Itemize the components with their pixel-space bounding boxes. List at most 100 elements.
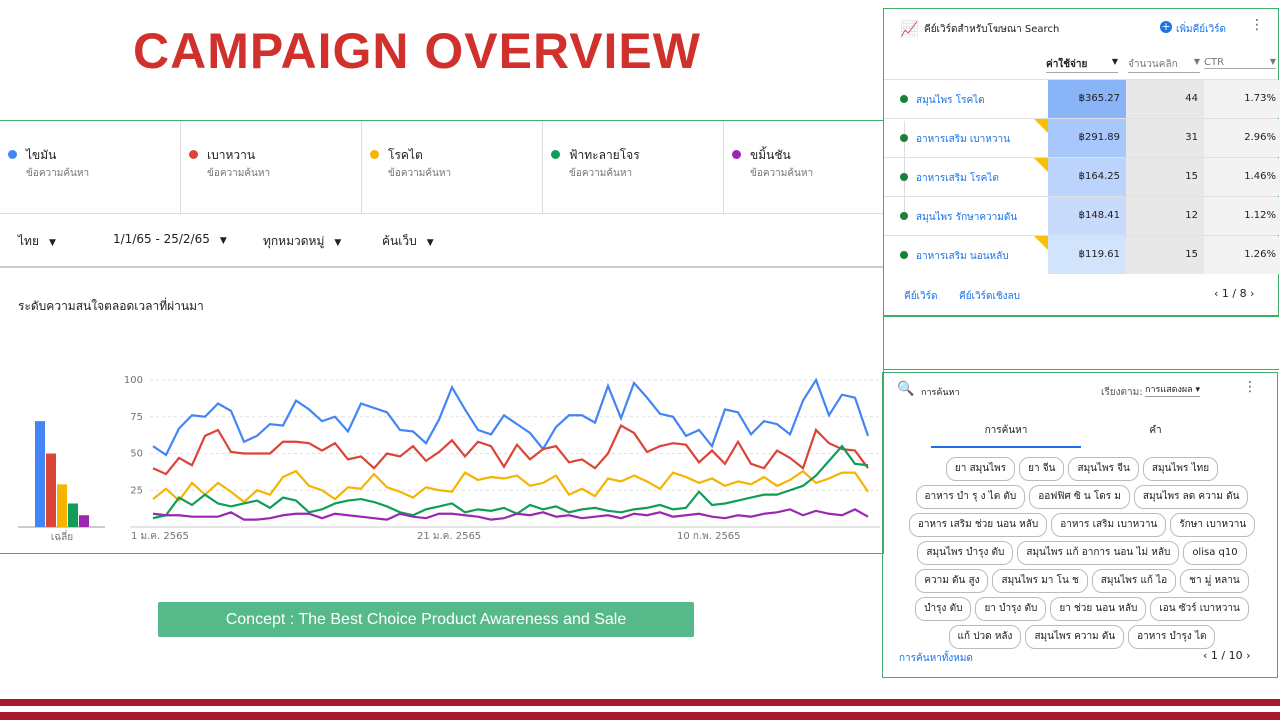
cell: 1.12% [1204, 197, 1280, 235]
keyword[interactable]: สมุนไพร โรคไต [916, 95, 985, 106]
tab[interactable]: การค้นหา [931, 423, 1081, 448]
term-card[interactable]: ฟ้าทะลายโจร ข้อความค้นหา [543, 121, 724, 213]
keyword[interactable]: อาหารเสริม โรคไต [916, 173, 999, 184]
table-row: อาหารเสริม เบาหวาน ฿291.89 31 2.96% [884, 118, 1280, 157]
search-tag[interactable]: เอน ซัวร์ เบาหวาน [1150, 597, 1249, 621]
search-tag[interactable]: ยา ช่วย นอน หลับ [1050, 597, 1147, 621]
table-row: อาหารเสริม นอนหลับ ฿119.61 15 1.26% [884, 235, 1280, 274]
keyword[interactable]: อาหารเสริม เบาหวาน [916, 134, 1010, 145]
search-tag[interactable]: ความ ดัน สูง [915, 569, 989, 593]
search-tag[interactable]: สมุนไพร แก้ ไอ [1091, 569, 1177, 593]
column-name: จำนวนคลิก [1128, 59, 1178, 70]
column-header[interactable]: CTR ▼ [1204, 57, 1276, 69]
search-tag[interactable]: บำรุง ตับ [915, 597, 972, 621]
search-tag[interactable]: สมุนไพร บำรุง ตับ [917, 541, 1014, 565]
legend-dot [370, 150, 379, 159]
keyword[interactable]: อาหารเสริม นอนหลับ [916, 251, 1009, 262]
filter[interactable]: ไทย ▼ [18, 232, 56, 251]
tab[interactable]: คีย์เวิร์ดเชิงลบ [959, 291, 1021, 302]
series-line [152, 508, 869, 521]
term-card[interactable]: เบาหวาน ข้อความค้นหา [181, 121, 362, 213]
dropdown-arrow: ▼ [334, 238, 342, 248]
status-dot [900, 134, 908, 142]
tab[interactable]: คำ [1149, 425, 1162, 436]
search-tag[interactable]: อาหาร บำรุง ไต [1128, 625, 1216, 649]
term-type: ข้อความค้นหา [569, 168, 633, 179]
sort-arrow: ▼ [1269, 57, 1276, 66]
search-tag[interactable]: สมุนไพร แก้ อาการ นอน ไม่ หลับ [1017, 541, 1180, 565]
search-tag[interactable]: olisa q10 [1183, 541, 1247, 565]
term-card[interactable]: โรคไต ข้อความค้นหา [362, 121, 543, 213]
cell: ฿164.25 [1048, 158, 1126, 196]
status-dot [900, 95, 908, 103]
search-tag[interactable]: สมุนไพร ความ ดัน [1025, 625, 1125, 649]
cell: 44 [1126, 80, 1204, 118]
frame [883, 316, 1279, 370]
table-row: สมุนไพร โรคไต ฿365.27 44 1.73% [884, 79, 1280, 118]
search-tag[interactable]: อาหาร บำ รุ ง ไต ตับ [915, 485, 1026, 509]
filter[interactable]: ทุกหมวดหมู่ ▼ [263, 232, 341, 251]
add-keyword[interactable]: เพิ่มคีย์เวิร์ด [1176, 24, 1227, 35]
term-card[interactable]: ไขมัน ข้อความค้นหา [0, 121, 181, 213]
chart: 25 50 75 100 1 ม.ค. 2565 21 ม.ค. 2565 10 ก.พ. … [18, 375, 880, 543]
avg-bar [79, 515, 89, 527]
term-type: ข้อความค้นหา [207, 168, 271, 179]
pager[interactable]: ‹ 1 / 8 › [1214, 287, 1255, 300]
search-tag[interactable]: อาหาร เสริม ช่วย นอน หลับ [908, 513, 1048, 537]
search-input[interactable]: การค้นหา [921, 388, 960, 398]
status-dot [900, 212, 908, 220]
term-name: ขมิ้นชัน [750, 148, 791, 162]
table-row: อาหารเสริม โรคไต ฿164.25 15 1.46% [884, 157, 1280, 196]
legend-dot [732, 150, 741, 159]
icon: 📈 [900, 20, 919, 38]
flag [1034, 119, 1048, 133]
flag [1034, 236, 1048, 250]
tag-cloud: ยา สมุนไพร ยา จีน สมุนไพร จีน สมุนไพร ไทยอา… [897, 455, 1267, 651]
series-line [152, 424, 869, 476]
search-tag[interactable]: ยา สมุนไพร [945, 457, 1016, 481]
term-type: ข้อความค้นหา [26, 168, 90, 179]
see-all[interactable]: การค้นหาทั้งหมด [899, 653, 973, 664]
column-name: CTR [1204, 57, 1225, 68]
search-tag[interactable]: รักษา เบาหวาน [1170, 513, 1256, 537]
slide-title: CAMPAIGN OVERVIEW [133, 23, 701, 79]
cell: ฿365.27 [1048, 80, 1126, 118]
term-type: ข้อความค้นหา [388, 168, 452, 179]
avg-label: เฉลี่ย [51, 529, 73, 543]
search-tag[interactable]: สมุนไพร มา โน ช [992, 569, 1088, 593]
keyword[interactable]: สมุนไพร รักษาความดัน [916, 212, 1018, 223]
footer-bar [0, 712, 1280, 720]
keyword-title: คีย์เวิร์ดสำหรับโฆษณา Search [924, 24, 1060, 35]
dropdown-arrow: ▼ [48, 238, 56, 248]
chart-header: ระดับความสนใจตลอดเวลาที่ผ่านมา [18, 299, 204, 313]
column-header[interactable]: จำนวนคลิก ▼ [1128, 57, 1200, 73]
search-tag[interactable]: สมุนไพร จีน [1068, 457, 1139, 481]
filter[interactable]: 1/1/65 - 25/2/65 ▼ [113, 232, 227, 246]
cell: ฿148.41 [1048, 197, 1126, 235]
search-panel: 🔍 การค้นหา เรียงตาม: การแสดงผล ▾ ⋮ การค้… [882, 372, 1278, 678]
column-header[interactable]: ค่าใช้จ่าย ▼ [1046, 57, 1118, 73]
filter-value: ไทย [18, 234, 39, 248]
term-card[interactable]: ขมิ้นชันข้อความค้นหา [724, 121, 905, 213]
filter[interactable]: ค้นเว็บ ▼ [382, 232, 434, 251]
search-tag[interactable]: ออฟฟิศ ซิ น โดร ม [1029, 485, 1130, 509]
term-type: ข้อความค้นหา [750, 168, 814, 179]
menu[interactable]: ⋮ [1243, 379, 1257, 395]
search-tag[interactable]: ยา บำรุง ตับ [975, 597, 1047, 621]
sort-select[interactable]: การแสดงผล ▾ [1145, 382, 1201, 397]
menu[interactable]: ⋮ [1250, 17, 1264, 33]
series-line [152, 377, 870, 457]
search-tag[interactable]: ยา จีน [1019, 457, 1065, 481]
tab[interactable]: คีย์เวิร์ด [904, 291, 938, 302]
search-tag[interactable]: สมุนไพร ลด ความ ดัน [1133, 485, 1249, 509]
column-name: ค่าใช้จ่าย [1046, 59, 1088, 70]
series-line [152, 444, 869, 520]
search-tag[interactable]: อาหาร เสริม เบาหวาน [1051, 513, 1167, 537]
search-tag[interactable]: สมุนไพร ไทย [1142, 457, 1219, 481]
search-tag[interactable]: ชา มู่ หลาน [1180, 569, 1249, 593]
y-tick-label: 25 [130, 485, 143, 496]
search-tag[interactable]: แก้ ปวด หลัง [948, 625, 1022, 649]
pager[interactable]: ‹ 1 / 10 › [1203, 649, 1251, 662]
x-tick-label: 10 ก.พ. 2565 [677, 531, 741, 542]
legend-dot [8, 150, 17, 159]
